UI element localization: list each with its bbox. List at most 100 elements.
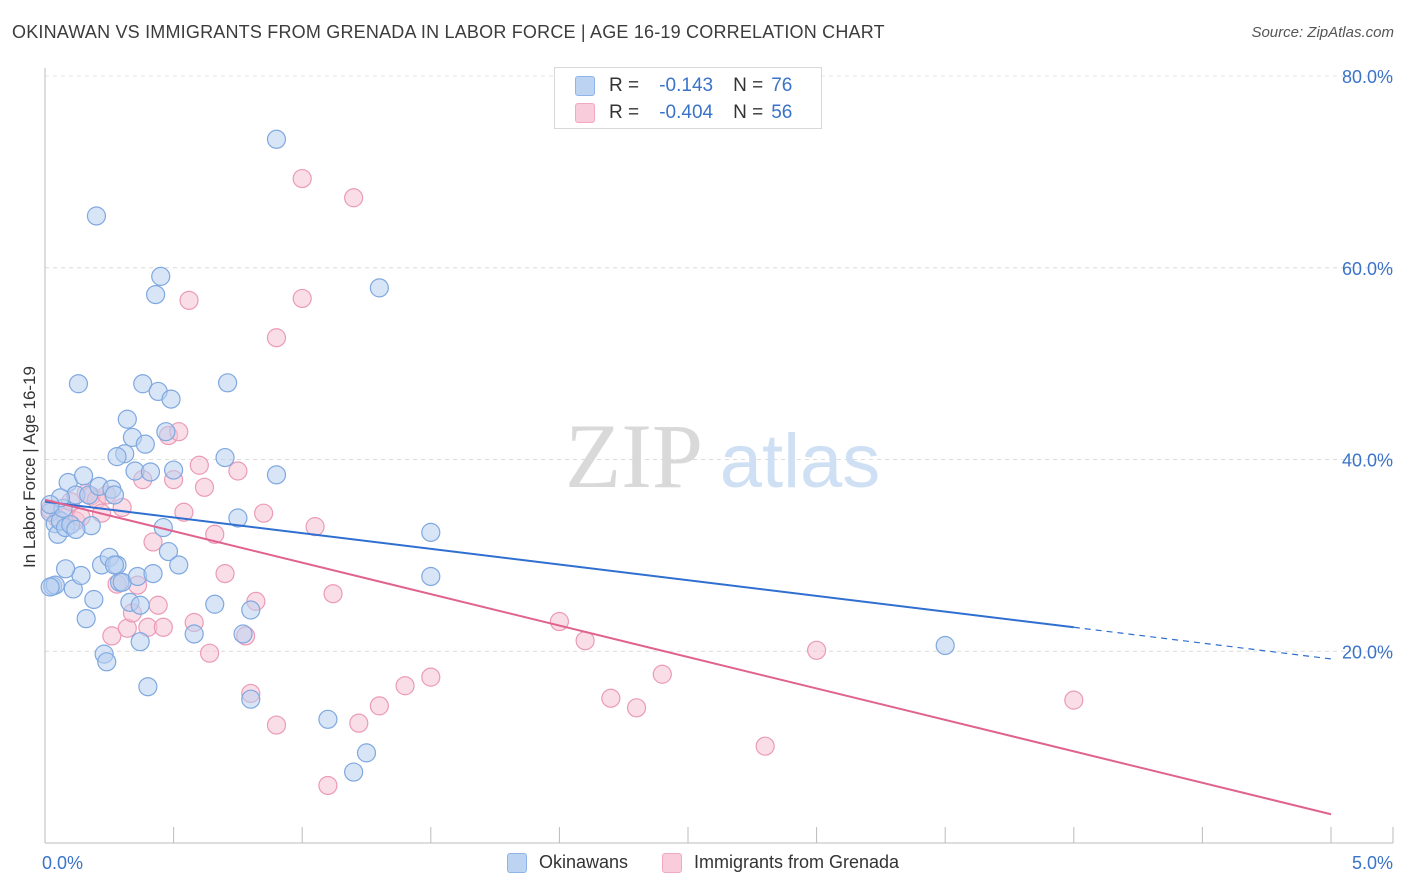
okinawan-point <box>97 652 117 672</box>
okinawan-point <box>421 522 441 542</box>
series-legend: Okinawans Immigrants from Grenada <box>0 852 1406 873</box>
okinawan-point <box>266 129 287 149</box>
grenada-point <box>200 643 220 663</box>
grenada-point <box>153 617 173 637</box>
okinawan-point <box>130 595 150 615</box>
okinawan-point <box>369 278 389 298</box>
legend-r-label: R = <box>609 102 640 123</box>
grenada-point <box>194 477 215 497</box>
okinawan-point <box>169 555 189 575</box>
grenada-point <box>148 595 168 615</box>
okinawan-point <box>153 517 173 538</box>
okinawan-points <box>40 129 955 782</box>
grenada-point <box>344 188 364 208</box>
okinawan-point <box>344 762 364 782</box>
okinawan-point <box>218 373 238 393</box>
grenada-point <box>395 676 415 696</box>
okinawan-trend-line <box>44 500 1074 629</box>
watermark-zip: ZIP <box>565 405 703 507</box>
grenada-point <box>421 667 441 687</box>
okinawan-point <box>164 460 184 480</box>
okinawan-trend-extension <box>1073 626 1332 660</box>
okinawan-point <box>356 743 377 763</box>
okinawan-point <box>40 494 60 515</box>
series-legend-grenada: Immigrants from Grenada <box>661 852 899 873</box>
legend-r-value: -0.404 <box>659 102 714 123</box>
okinawan-point <box>104 485 125 505</box>
grenada-point <box>254 503 274 523</box>
okinawan-point <box>318 709 338 729</box>
okinawan-point <box>76 609 96 629</box>
series-swatch-blue <box>506 852 527 873</box>
grenada-point <box>143 532 163 552</box>
okinawan-point <box>40 577 60 597</box>
grenada-points <box>40 168 1084 796</box>
okinawan-point <box>117 409 137 429</box>
okinawan-point <box>205 594 225 614</box>
grenada-point <box>179 290 199 310</box>
legend-swatch-blue <box>575 76 595 96</box>
okinawan-point <box>86 206 107 226</box>
legend-n-label: N = <box>733 102 764 123</box>
grenada-point <box>102 626 122 646</box>
grenada-point <box>652 664 672 684</box>
watermark: ZIP atlas <box>565 405 880 507</box>
y-tick-label: 40.0% <box>1342 451 1393 471</box>
okinawan-point <box>145 284 166 305</box>
grenada-point <box>215 563 235 584</box>
grenada-point <box>292 168 312 189</box>
okinawan-point <box>84 589 104 610</box>
okinawan-point <box>107 447 127 467</box>
series-label-okinawans: Okinawans <box>538 852 628 872</box>
okinawan-point <box>130 632 150 652</box>
grenada-point <box>1064 690 1084 710</box>
series-swatch-pink <box>661 852 682 873</box>
grenada-trend-line <box>44 498 1332 816</box>
source-label: Source: ZipAtlas.com <box>1251 24 1394 41</box>
grenada-point <box>292 288 312 309</box>
y-tick-label: 20.0% <box>1342 642 1393 662</box>
okinawan-point <box>138 677 158 697</box>
okinawan-point <box>133 374 153 394</box>
legend-r-label: R = <box>609 75 640 96</box>
okinawan-point <box>140 462 161 482</box>
okinawan-point <box>935 635 955 656</box>
grenada-point <box>266 715 287 735</box>
okinawan-point <box>55 559 76 579</box>
okinawan-point <box>266 465 287 485</box>
grenada-point <box>601 688 621 708</box>
okinawan-point <box>228 508 248 528</box>
chart-title: OKINAWAN VS IMMIGRANTS FROM GRENADA IN L… <box>12 22 885 42</box>
okinawan-point <box>73 466 94 486</box>
okinawan-point <box>421 566 441 587</box>
legend-n-value: 76 <box>771 75 793 96</box>
grenada-point <box>806 640 827 660</box>
tick-labels: 20.0% 40.0% 60.0% 80.0% 0.0% 5.0% <box>42 67 1393 873</box>
grenada-point <box>323 584 343 604</box>
axes <box>44 68 1394 844</box>
grenada-point <box>174 502 194 522</box>
correlation-legend: R = -0.143 N = 76 R = -0.404 N = 56 <box>554 67 822 129</box>
y-tick-label: 80.0% <box>1342 67 1393 87</box>
x-tick-label: 5.0% <box>1352 853 1393 873</box>
grenada-point <box>266 328 287 348</box>
legend-swatch-pink <box>575 103 595 123</box>
legend-n-value: 56 <box>771 102 793 123</box>
legend-r-value: -0.143 <box>659 75 714 96</box>
okinawan-point <box>241 689 261 709</box>
grenada-point <box>349 713 369 733</box>
grenada-point <box>626 698 647 718</box>
legend-row-okinawans: R = -0.143 N = 76 <box>575 74 792 98</box>
okinawan-point <box>143 563 163 584</box>
okinawan-point <box>241 600 261 620</box>
okinawan-point <box>66 519 86 540</box>
okinawan-point <box>233 624 253 644</box>
series-legend-okinawans: Okinawans <box>506 852 628 873</box>
okinawan-point <box>104 555 125 575</box>
okinawan-point <box>215 447 235 468</box>
grenada-point <box>228 461 248 481</box>
x-tick-label: 0.0% <box>42 853 83 873</box>
okinawan-point <box>151 266 171 286</box>
watermark-atlas: atlas <box>720 419 881 504</box>
